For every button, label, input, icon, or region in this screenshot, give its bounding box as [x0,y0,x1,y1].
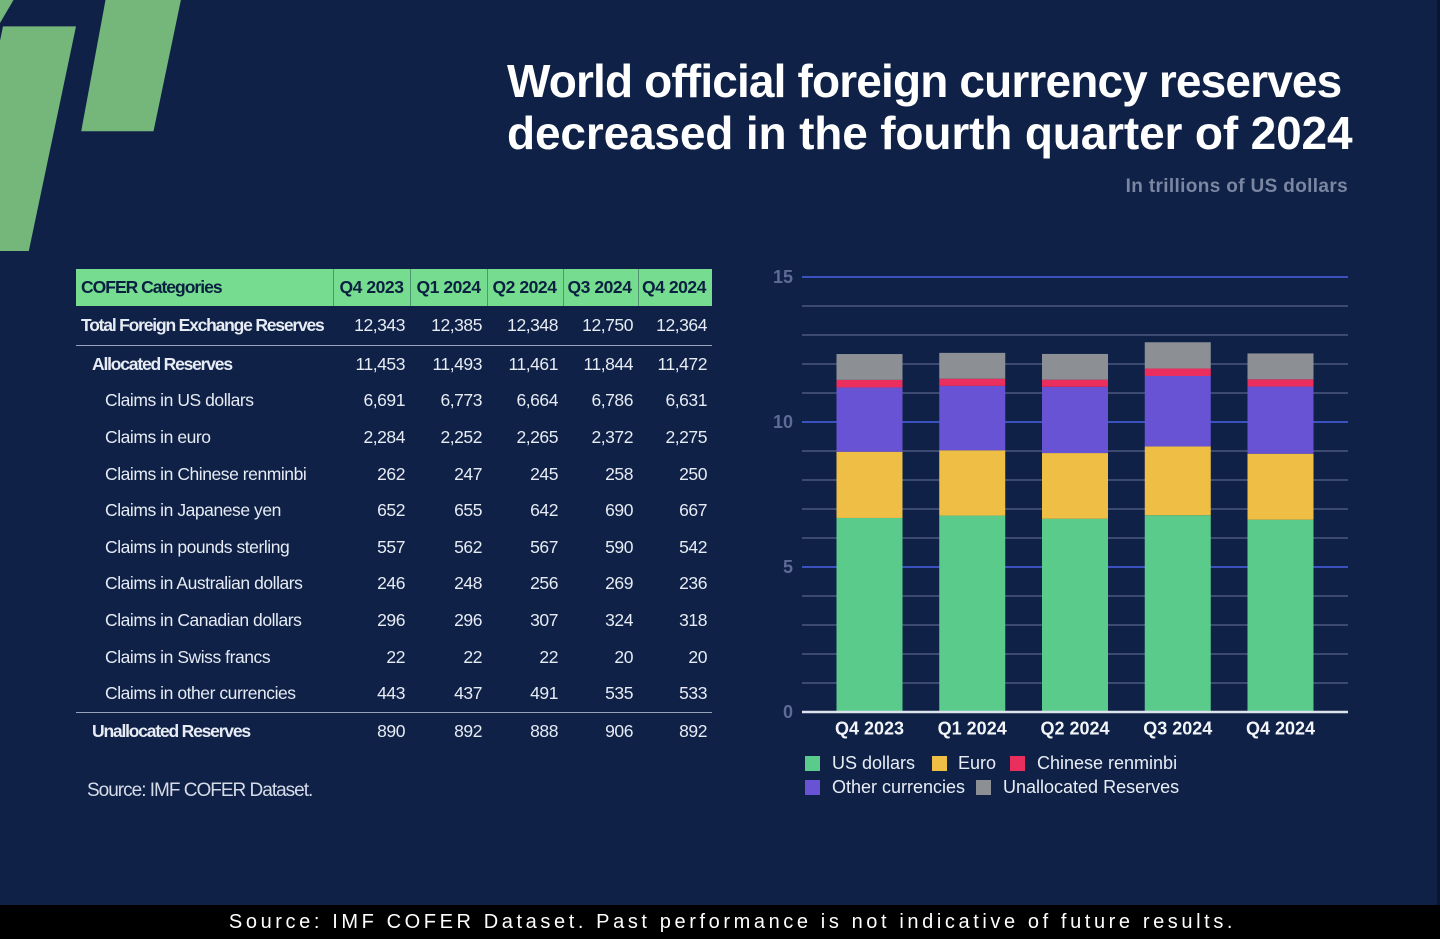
svg-text:5: 5 [783,557,793,577]
svg-text:10: 10 [773,412,793,432]
svg-text:Q4 2024: Q4 2024 [1246,719,1315,739]
svg-text:Q3 2024: Q3 2024 [1143,719,1212,739]
svg-text:0: 0 [783,702,793,722]
svg-text:15: 15 [773,267,793,287]
svg-text:Euro: Euro [958,753,996,773]
svg-text:Chinese renminbi: Chinese renminbi [1037,753,1177,773]
svg-text:Q1 2024: Q1 2024 [938,719,1007,739]
svg-text:Unallocated Reserves: Unallocated Reserves [1003,777,1179,797]
svg-text:US dollars: US dollars [832,753,915,773]
svg-text:Q4 2023: Q4 2023 [835,719,904,739]
svg-text:Q2 2024: Q2 2024 [1040,719,1109,739]
svg-text:Other currencies: Other currencies [832,777,965,797]
